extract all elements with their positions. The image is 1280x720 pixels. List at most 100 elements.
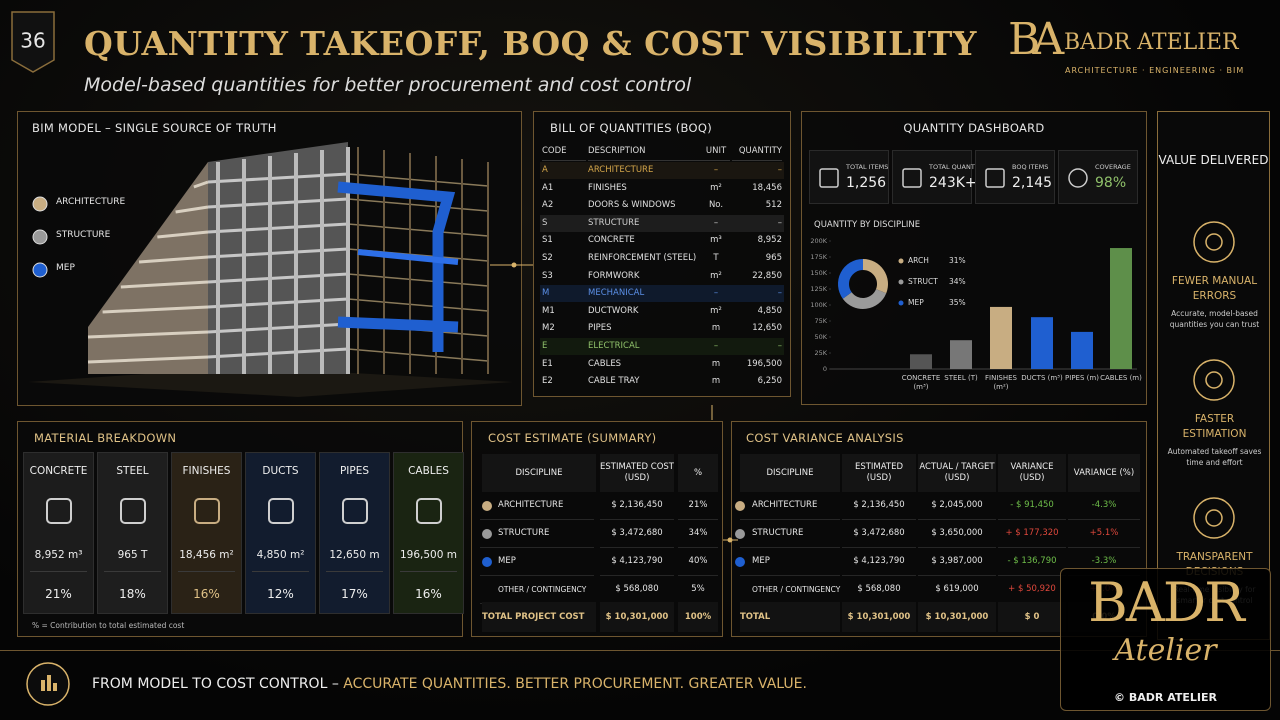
chart-title: QUANTITY BY DISCIPLINE [814, 220, 921, 230]
material-quantity: 8,952 m³ [34, 549, 83, 561]
pie-slice [863, 259, 888, 294]
boq-cell: m [711, 323, 721, 334]
floor-line [207, 322, 349, 334]
boq-cell: 6,250 [757, 376, 782, 387]
material-note: % = Contribution to total estimated cost [32, 621, 185, 630]
boq-cell: CABLES [588, 358, 622, 369]
kpi-label: BOQ ITEMS [1012, 163, 1049, 171]
boq-cell: m² [710, 182, 722, 193]
legend-label: MEP [56, 263, 75, 273]
legend-dot [898, 258, 904, 264]
material-share: 16% [415, 587, 442, 601]
y-tick-label: 0 [823, 365, 827, 373]
total-cell: $ 10,301,000 [842, 602, 916, 632]
material-card: STEEL 965 T 18% [97, 452, 168, 614]
material-name: CABLES [408, 465, 449, 477]
y-tick-label: 50K [814, 333, 827, 341]
boq-cell: No. [708, 200, 724, 211]
graphic [735, 557, 745, 567]
boq-cell: – [777, 288, 782, 299]
y-tick-label: 175K [810, 253, 827, 261]
graphic [1193, 221, 1235, 263]
watermark-copyright: © BADR ATELIER [1114, 691, 1217, 704]
material-card: PIPES 12,650 m 17% [319, 452, 390, 614]
frame-line [347, 173, 489, 187]
boq-cell: A1 [542, 182, 554, 193]
material-card: DUCTS 4,850 m² 12% [245, 452, 316, 614]
value-icon [1193, 497, 1235, 539]
boq-header: UNIT [702, 143, 730, 161]
brand-tagline: ARCHITECTURE · ENGINEERING · BIM [1065, 66, 1245, 75]
building-side [88, 162, 208, 374]
x-tick-label: STEEL (T) [944, 374, 978, 382]
kpi-value: 243K+ [929, 175, 977, 191]
kpi-label: COVERAGE [1095, 163, 1131, 171]
monogram: BA [1008, 14, 1064, 65]
x-tick-label: FINISHES (m²) [985, 374, 1017, 391]
boq-cell: FORMWORK [588, 270, 640, 281]
table-header: % [678, 454, 718, 492]
value-panel: VALUE DELIVERED FEWER MANUAL ERRORS Accura… [1157, 111, 1270, 640]
pie-slice [838, 259, 863, 299]
pie-value-label: 31% [949, 256, 966, 265]
boq-cell: 4,850 [757, 305, 782, 316]
value-text: Accurate, model-based quantities you can… [1169, 309, 1260, 329]
boq-cell: – [713, 341, 719, 351]
floor-line [207, 297, 349, 309]
duct [357, 249, 459, 265]
y-tick-label: 150K [810, 269, 827, 277]
floor-line [157, 230, 209, 239]
material-card: CABLES 196,500 m 16% [393, 452, 464, 614]
material-card: FINISHES 18,456 m² 16% [171, 452, 242, 614]
bar [1110, 248, 1132, 369]
x-tick-label: CABLES (m) [1100, 374, 1142, 382]
boq-group-band [540, 338, 784, 355]
material-share: 17% [341, 587, 368, 601]
boq-cell: A [542, 165, 548, 175]
table-cell: - $ 91,450 [998, 492, 1066, 520]
table-header: DISCIPLINE [482, 454, 596, 492]
kpi-icon [902, 168, 922, 188]
table-header: ACTUAL / TARGET (USD) [918, 454, 996, 492]
table-cell: + $ 50,920 [998, 576, 1066, 604]
material-name: FINISHES [182, 465, 231, 477]
graphic [120, 498, 146, 524]
boq-cell: STRUCTURE [588, 217, 640, 228]
graphic [342, 498, 368, 524]
sidebar-title: VALUE DELIVERED [1158, 153, 1269, 167]
footer-highlight: ACCURATE QUANTITIES. BETTER PROCUREMENT.… [343, 676, 807, 692]
footer-lead: FROM MODEL TO COST CONTROL – [92, 676, 339, 692]
bar [910, 354, 932, 369]
total-cell: 100% [678, 602, 718, 632]
table-cell: $ 3,472,680 [600, 520, 674, 548]
material-share: 12% [267, 587, 294, 601]
graphic [1193, 497, 1235, 539]
value-title: FEWER MANUAL ERRORS [1171, 275, 1258, 302]
x-tick-label: DUCTS (m³) [1021, 374, 1063, 382]
graphic [416, 498, 442, 524]
floor-line [87, 355, 209, 364]
floor-line [102, 305, 209, 314]
discipline-dot [482, 557, 492, 567]
value-icon [1193, 359, 1235, 401]
watermark-logo: BADR [1088, 571, 1245, 634]
table-cell: - $ 136,790 [998, 548, 1066, 576]
boq-cell: – [777, 341, 782, 351]
kpi-card: COVERAGE 98% [1058, 150, 1138, 204]
legend-dot [32, 196, 48, 212]
table-cell: $ 2,136,450 [842, 492, 916, 520]
graphic [26, 662, 70, 706]
kpi-icon [819, 168, 839, 188]
panel-title: MATERIAL BREAKDOWN [34, 431, 177, 445]
divider [178, 571, 235, 572]
total-cell: TOTAL [740, 602, 840, 632]
boq-cell: – [713, 165, 719, 175]
floor-line [193, 180, 209, 189]
boq-cell: REINFORCEMENT (STEEL) [588, 253, 697, 263]
table-cell: ARCHITECTURE [740, 492, 840, 520]
material-quantity: 965 T [117, 549, 148, 561]
boq-cell: S3 [542, 270, 553, 281]
legend-label: STRUCTURE [56, 230, 111, 240]
table-cell: $ 568,080 [842, 576, 916, 604]
boq-cell: 196,500 [746, 358, 782, 369]
